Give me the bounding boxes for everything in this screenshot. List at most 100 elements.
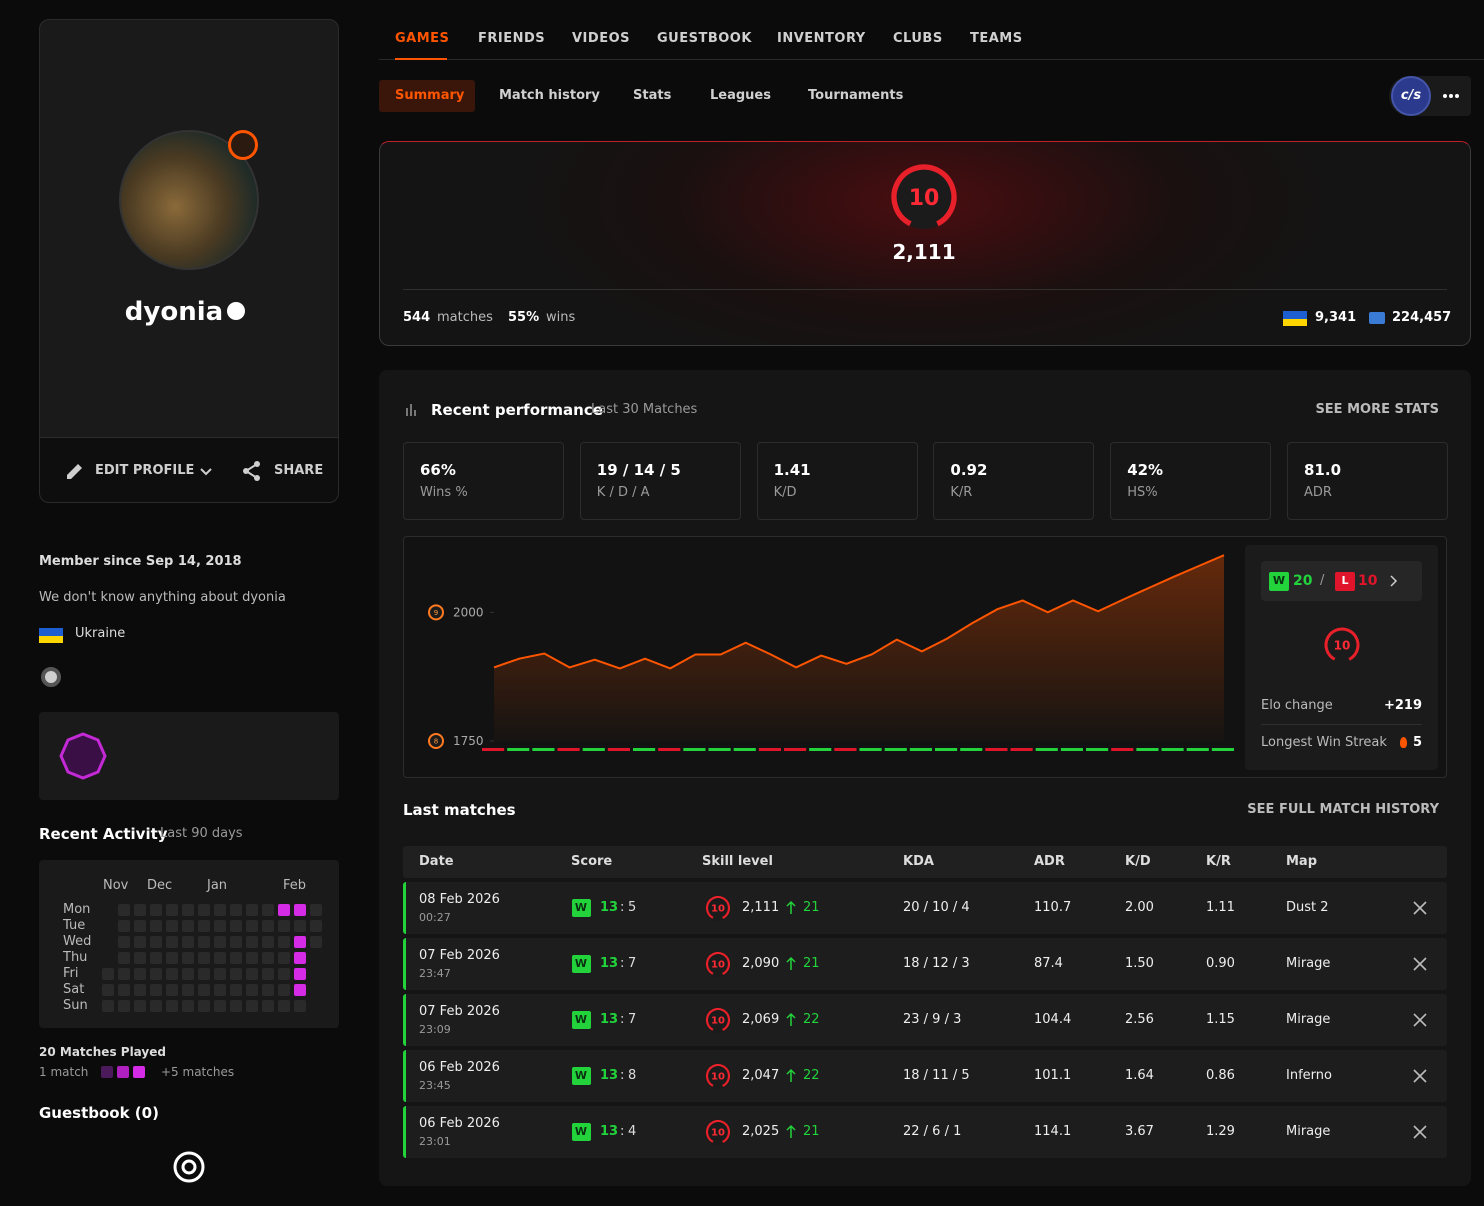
legend-cell xyxy=(101,1066,113,1078)
score: 13 xyxy=(600,1012,619,1027)
loss-letter: L xyxy=(1341,574,1349,587)
column-header: K/D xyxy=(1125,854,1151,869)
guestbook-title: Guestbook (0) xyxy=(39,1104,159,1122)
map-icon xyxy=(1413,1013,1427,1027)
nav-tab[interactable]: GAMES xyxy=(395,31,450,46)
badge-bg xyxy=(705,1007,731,1033)
subtab[interactable]: Tournaments xyxy=(808,88,904,103)
activity-cell xyxy=(278,984,290,996)
subtab[interactable]: Summary xyxy=(395,88,465,103)
activity-cell xyxy=(166,904,178,916)
activity-cell xyxy=(134,984,146,996)
subtab[interactable]: Match history xyxy=(499,88,600,103)
more-dot xyxy=(1449,94,1453,98)
flag-blue xyxy=(1283,311,1307,319)
activity-cell xyxy=(118,904,130,916)
match-time: 23:01 xyxy=(419,1135,451,1148)
nav-underline xyxy=(379,59,1484,60)
elo-up-arrow xyxy=(786,1124,796,1138)
country: Ukraine xyxy=(75,626,126,641)
elo-change: 21 xyxy=(803,956,820,971)
bio: We don't know anything about dyonia xyxy=(39,590,286,605)
activity-cell xyxy=(246,952,258,964)
nav-tab[interactable]: GUESTBOOK xyxy=(657,31,752,46)
more-dot xyxy=(1443,94,1447,98)
activity-cell xyxy=(294,952,306,964)
result-segment xyxy=(1035,748,1058,751)
nav-tab[interactable]: FRIENDS xyxy=(478,31,546,46)
day-label: Sat xyxy=(63,982,85,997)
activity-cell xyxy=(182,1000,194,1012)
map: Mirage xyxy=(1286,1012,1331,1027)
map: Inferno xyxy=(1286,1068,1332,1083)
result-segment xyxy=(658,748,681,751)
activity-cell xyxy=(102,968,114,980)
see-more-stats[interactable]: SEE MORE STATS xyxy=(1315,402,1439,417)
nav-tab[interactable]: VIDEOS xyxy=(572,31,630,46)
badge-bg xyxy=(705,1063,731,1089)
nav-tab[interactable]: INVENTORY xyxy=(777,31,866,46)
row-level-badge: 10 xyxy=(705,895,731,921)
match-date: 07 Feb 2026 xyxy=(419,948,500,963)
row-level-badge: 10 xyxy=(705,1007,731,1033)
activity-cell xyxy=(278,904,290,916)
match-time: 23:47 xyxy=(419,967,451,980)
subtab-active-bg xyxy=(379,80,475,112)
losses-count: 10 xyxy=(1358,573,1378,589)
elo-change: 21 xyxy=(803,900,820,915)
activity-cell xyxy=(150,952,162,964)
column-header: Map xyxy=(1286,854,1318,869)
activity-cell xyxy=(166,1000,178,1012)
row-level-badge: 10 xyxy=(705,1063,731,1089)
see-full-history[interactable]: SEE FULL MATCH HISTORY xyxy=(1247,802,1439,817)
match-time: 23:09 xyxy=(419,1023,451,1036)
elo-level-badge: 10 xyxy=(891,164,957,230)
badge-level: 10 xyxy=(711,960,725,971)
stat-tile xyxy=(579,442,741,520)
stat-tile xyxy=(756,442,918,520)
map-icon xyxy=(1413,901,1427,915)
legend-min: 1 match xyxy=(39,1065,89,1079)
map-glyph xyxy=(1413,1125,1427,1139)
share-button[interactable]: SHARE xyxy=(274,463,324,478)
region-icon xyxy=(1369,312,1385,324)
map: Mirage xyxy=(1286,956,1331,971)
opponent-score: 8 xyxy=(628,1068,637,1083)
activity-cell xyxy=(214,984,226,996)
activity-cell xyxy=(278,952,290,964)
game-logo-text[interactable]: c/s xyxy=(1400,88,1422,103)
result-segment xyxy=(834,748,857,751)
opponent-score: 7 xyxy=(628,956,637,971)
y-tick-label: 1750 xyxy=(453,734,484,748)
adr: 101.1 xyxy=(1034,1068,1072,1083)
kda: 18 / 12 / 3 xyxy=(903,956,970,971)
arrow xyxy=(786,900,796,914)
activity-cell xyxy=(278,1000,290,1012)
row-elo: 2,025 xyxy=(742,1124,780,1139)
edit-icon xyxy=(67,464,82,479)
subtab[interactable]: Leagues xyxy=(710,88,771,103)
matches-label: matches xyxy=(437,310,493,325)
nav-tab[interactable]: TEAMS xyxy=(970,31,1023,46)
column-header: Score xyxy=(571,854,613,869)
subtab[interactable]: Stats xyxy=(633,88,672,103)
flag-yellow xyxy=(39,635,63,643)
summary-level-badge: 10 xyxy=(1324,627,1360,663)
stat-value: 81.0 xyxy=(1304,461,1342,479)
score-sep: : xyxy=(620,956,625,971)
result-segment xyxy=(985,748,1008,751)
activity-cell xyxy=(102,984,114,996)
region-rank: 224,457 xyxy=(1392,310,1452,325)
table-header xyxy=(403,846,1447,878)
score: 13 xyxy=(600,1068,619,1083)
elo-up-arrow xyxy=(786,956,796,970)
activity-cell xyxy=(310,920,322,932)
activity-cell xyxy=(134,952,146,964)
edit-profile-button[interactable]: EDIT PROFILE xyxy=(95,463,195,478)
activity-cell xyxy=(118,1000,130,1012)
nav-tab[interactable]: CLUBS xyxy=(893,31,943,46)
day-label: Tue xyxy=(63,918,86,933)
badge-level: 10 xyxy=(909,186,940,211)
elo-up-arrow xyxy=(786,900,796,914)
wins-count: 20 xyxy=(1293,573,1313,589)
